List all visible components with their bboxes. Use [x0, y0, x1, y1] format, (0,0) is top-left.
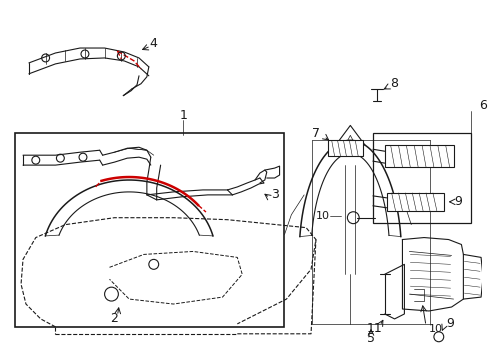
Text: 6: 6 — [478, 99, 486, 112]
Bar — [15, 133, 283, 327]
Text: 7: 7 — [311, 127, 319, 140]
Polygon shape — [402, 238, 463, 311]
Text: 3: 3 — [270, 188, 278, 201]
Text: 1: 1 — [179, 109, 187, 122]
Text: 8: 8 — [390, 77, 398, 90]
Bar — [327, 140, 363, 156]
Text: 9: 9 — [446, 318, 454, 330]
Bar — [372, 133, 470, 223]
Text: 5: 5 — [366, 332, 374, 345]
Text: 10: 10 — [315, 211, 329, 221]
Text: 2: 2 — [110, 312, 118, 325]
Bar — [384, 145, 453, 167]
Text: 11: 11 — [366, 322, 382, 336]
Text: 9: 9 — [454, 195, 462, 208]
Bar — [386, 193, 443, 211]
Text: 4: 4 — [149, 37, 157, 50]
Text: 10: 10 — [428, 324, 442, 334]
